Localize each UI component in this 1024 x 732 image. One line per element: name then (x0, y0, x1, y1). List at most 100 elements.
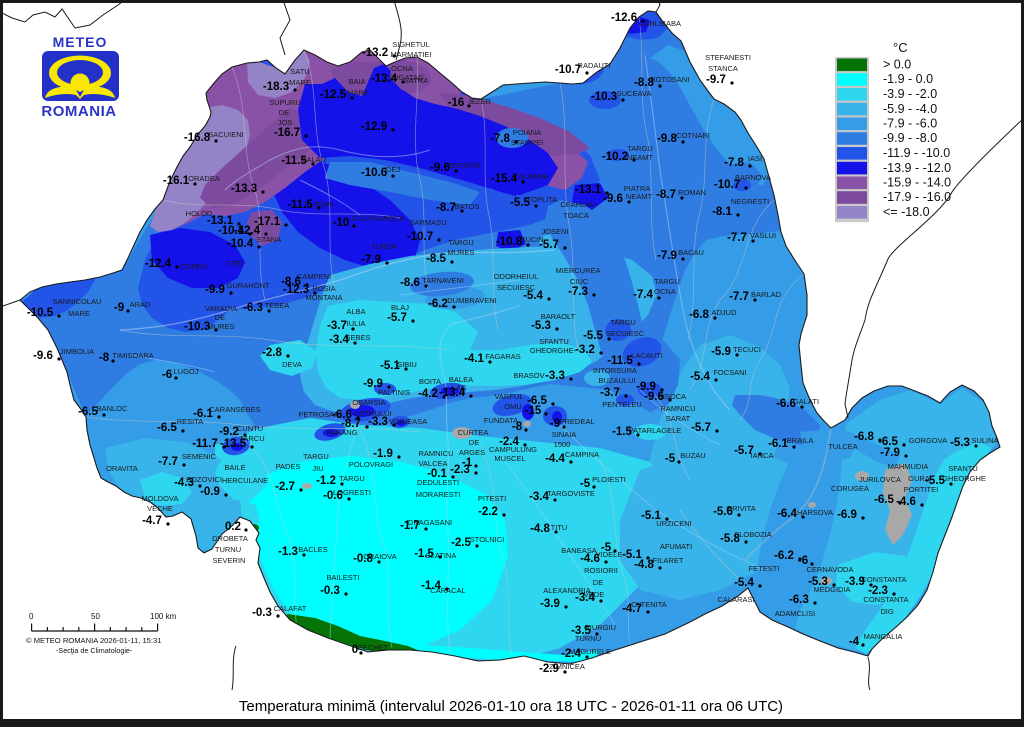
svg-text:-9.9: -9.9 (205, 284, 225, 296)
svg-text:MAGURELE: MAGURELE (569, 647, 611, 656)
svg-text:-15.9 - -14.0: -15.9 - -14.0 (883, 176, 951, 190)
svg-text:HERCULANE: HERCULANE (222, 476, 268, 485)
svg-text:SACUIENI: SACUIENI (208, 130, 243, 139)
svg-text:-3.2: -3.2 (575, 344, 595, 356)
svg-text:CAMPULUNG: CAMPULUNG (489, 445, 537, 454)
svg-text:-9: -9 (114, 302, 124, 314)
svg-text:OCNA: OCNA (654, 287, 676, 296)
svg-text:-2.7: -2.7 (275, 481, 295, 493)
svg-text:PITESTI: PITESTI (478, 494, 506, 503)
svg-text:-5.9 - -4.0: -5.9 - -4.0 (883, 102, 937, 116)
svg-text:COTNARI: COTNARI (676, 131, 710, 140)
svg-text:SUCEAVA: SUCEAVA (617, 89, 652, 98)
svg-text:-7.7: -7.7 (727, 232, 747, 244)
svg-text:-6.2: -6.2 (774, 550, 794, 562)
svg-text:ALBA: ALBA (346, 307, 365, 316)
svg-text:-5.3: -5.3 (808, 576, 828, 588)
svg-text:50: 50 (91, 612, 100, 621)
svg-text:ADAMCLISI: ADAMCLISI (775, 609, 815, 618)
svg-text:VIDELE: VIDELE (596, 550, 623, 559)
svg-text:-3.4: -3.4 (329, 334, 349, 346)
svg-text:-5.6: -5.6 (713, 506, 733, 518)
svg-text:-16: -16 (448, 97, 465, 109)
svg-text:HARSOVA: HARSOVA (797, 508, 833, 517)
svg-text:-6.3: -6.3 (243, 302, 263, 314)
svg-text:VARFUL: VARFUL (494, 392, 523, 401)
svg-text:DEVA: DEVA (282, 360, 302, 369)
svg-text:SLOBOZIA: SLOBOZIA (734, 530, 772, 539)
svg-text:-8: -8 (99, 352, 110, 364)
svg-text:-13.4: -13.4 (439, 387, 466, 399)
svg-text:-6.6: -6.6 (776, 398, 796, 410)
svg-text:JIMBOLIA: JIMBOLIA (60, 347, 94, 356)
svg-text:IANCA: IANCA (751, 451, 774, 460)
svg-text:-1.5: -1.5 (414, 548, 434, 560)
svg-text:-8.7: -8.7 (341, 418, 361, 430)
svg-text:-3.9 - -2.0: -3.9 - -2.0 (883, 87, 937, 101)
svg-text:TITU: TITU (551, 523, 568, 532)
svg-text:-0.3: -0.3 (320, 585, 340, 597)
svg-text:BOTOSANI: BOTOSANI (651, 75, 690, 84)
svg-text:SECUIESC: SECUIESC (606, 329, 645, 338)
svg-text:BARNOVA: BARNOVA (735, 173, 771, 182)
svg-text:-4.8: -4.8 (530, 523, 550, 535)
svg-text:CODRU: CODRU (180, 262, 208, 271)
svg-text:-5: -5 (601, 542, 612, 554)
svg-text:BISTRITA: BISTRITA (447, 161, 480, 170)
svg-text:SFANTU: SFANTU (539, 337, 569, 346)
svg-text:-0.9: -0.9 (200, 486, 220, 498)
svg-text:-1: -1 (462, 457, 473, 469)
svg-text:-6.6: -6.6 (332, 409, 352, 421)
svg-text:BANLOC: BANLOC (97, 404, 128, 413)
svg-text:-15: -15 (525, 405, 542, 417)
svg-text:-4.8: -4.8 (634, 559, 654, 571)
svg-text:-6.5: -6.5 (878, 436, 898, 448)
svg-text:BATOS: BATOS (455, 202, 480, 211)
svg-text:°C: °C (893, 40, 908, 55)
svg-text:-5.7: -5.7 (734, 445, 754, 457)
svg-text:-3.4: -3.4 (529, 491, 549, 503)
svg-text:SINAIA: SINAIA (552, 430, 577, 439)
svg-text:VASLUI: VASLUI (750, 231, 776, 240)
svg-text:HUEDIN: HUEDIN (305, 200, 334, 209)
svg-text:PIATRA: PIATRA (624, 184, 651, 193)
svg-text:-3.9: -3.9 (845, 576, 865, 588)
svg-text:MONTANA: MONTANA (306, 293, 343, 302)
svg-text:MAHMUDIA: MAHMUDIA (888, 462, 929, 471)
svg-text:TIMISOARA: TIMISOARA (112, 351, 153, 360)
svg-text:-7.4: -7.4 (633, 289, 653, 301)
svg-text:ROMANIA: ROMANIA (41, 103, 116, 120)
svg-text:TURDA: TURDA (371, 242, 397, 251)
svg-text:-10.4: -10.4 (218, 225, 245, 237)
svg-text:-10.6: -10.6 (361, 167, 387, 179)
svg-text:CARLIBABA: CARLIBABA (639, 19, 681, 28)
svg-text:-13.1: -13.1 (207, 215, 234, 227)
svg-text:-6.8: -6.8 (854, 431, 874, 443)
svg-text:TARGU: TARGU (303, 452, 329, 461)
svg-text:-13.5: -13.5 (220, 438, 247, 450)
svg-text:-8.6: -8.6 (281, 276, 301, 288)
svg-text:-16.7: -16.7 (274, 127, 300, 139)
svg-text:DUMBRAVENI: DUMBRAVENI (447, 296, 496, 305)
svg-text:-8.7: -8.7 (656, 189, 676, 201)
svg-text:PATARLAGELE: PATARLAGELE (629, 426, 682, 435)
svg-text:-7.9 - -6.0: -7.9 - -6.0 (883, 117, 937, 131)
svg-text:-7.7: -7.7 (158, 456, 178, 468)
svg-text:FUNDATA: FUNDATA (484, 416, 518, 425)
svg-text:-5.1: -5.1 (641, 510, 661, 522)
svg-text:ROSIA: ROSIA (312, 284, 335, 293)
svg-text:BAILESTI: BAILESTI (327, 573, 360, 582)
svg-text:CIUC: CIUC (570, 277, 589, 286)
svg-text:-2.5: -2.5 (451, 537, 471, 549)
svg-text:BRAILA: BRAILA (787, 436, 814, 445)
svg-text:-6.3: -6.3 (789, 594, 809, 606)
svg-text:CURTEA: CURTEA (458, 428, 489, 437)
svg-text:-12.9: -12.9 (361, 121, 387, 133)
svg-text:-10.7: -10.7 (714, 179, 740, 191)
svg-text:-1.2: -1.2 (316, 475, 336, 487)
svg-text:SULINA: SULINA (971, 436, 998, 445)
svg-text:-2.9: -2.9 (539, 663, 559, 675)
svg-text:-7.9: -7.9 (361, 254, 381, 266)
svg-text:-12.3: -12.3 (283, 284, 309, 296)
svg-text:BARAOLT: BARAOLT (541, 312, 576, 321)
